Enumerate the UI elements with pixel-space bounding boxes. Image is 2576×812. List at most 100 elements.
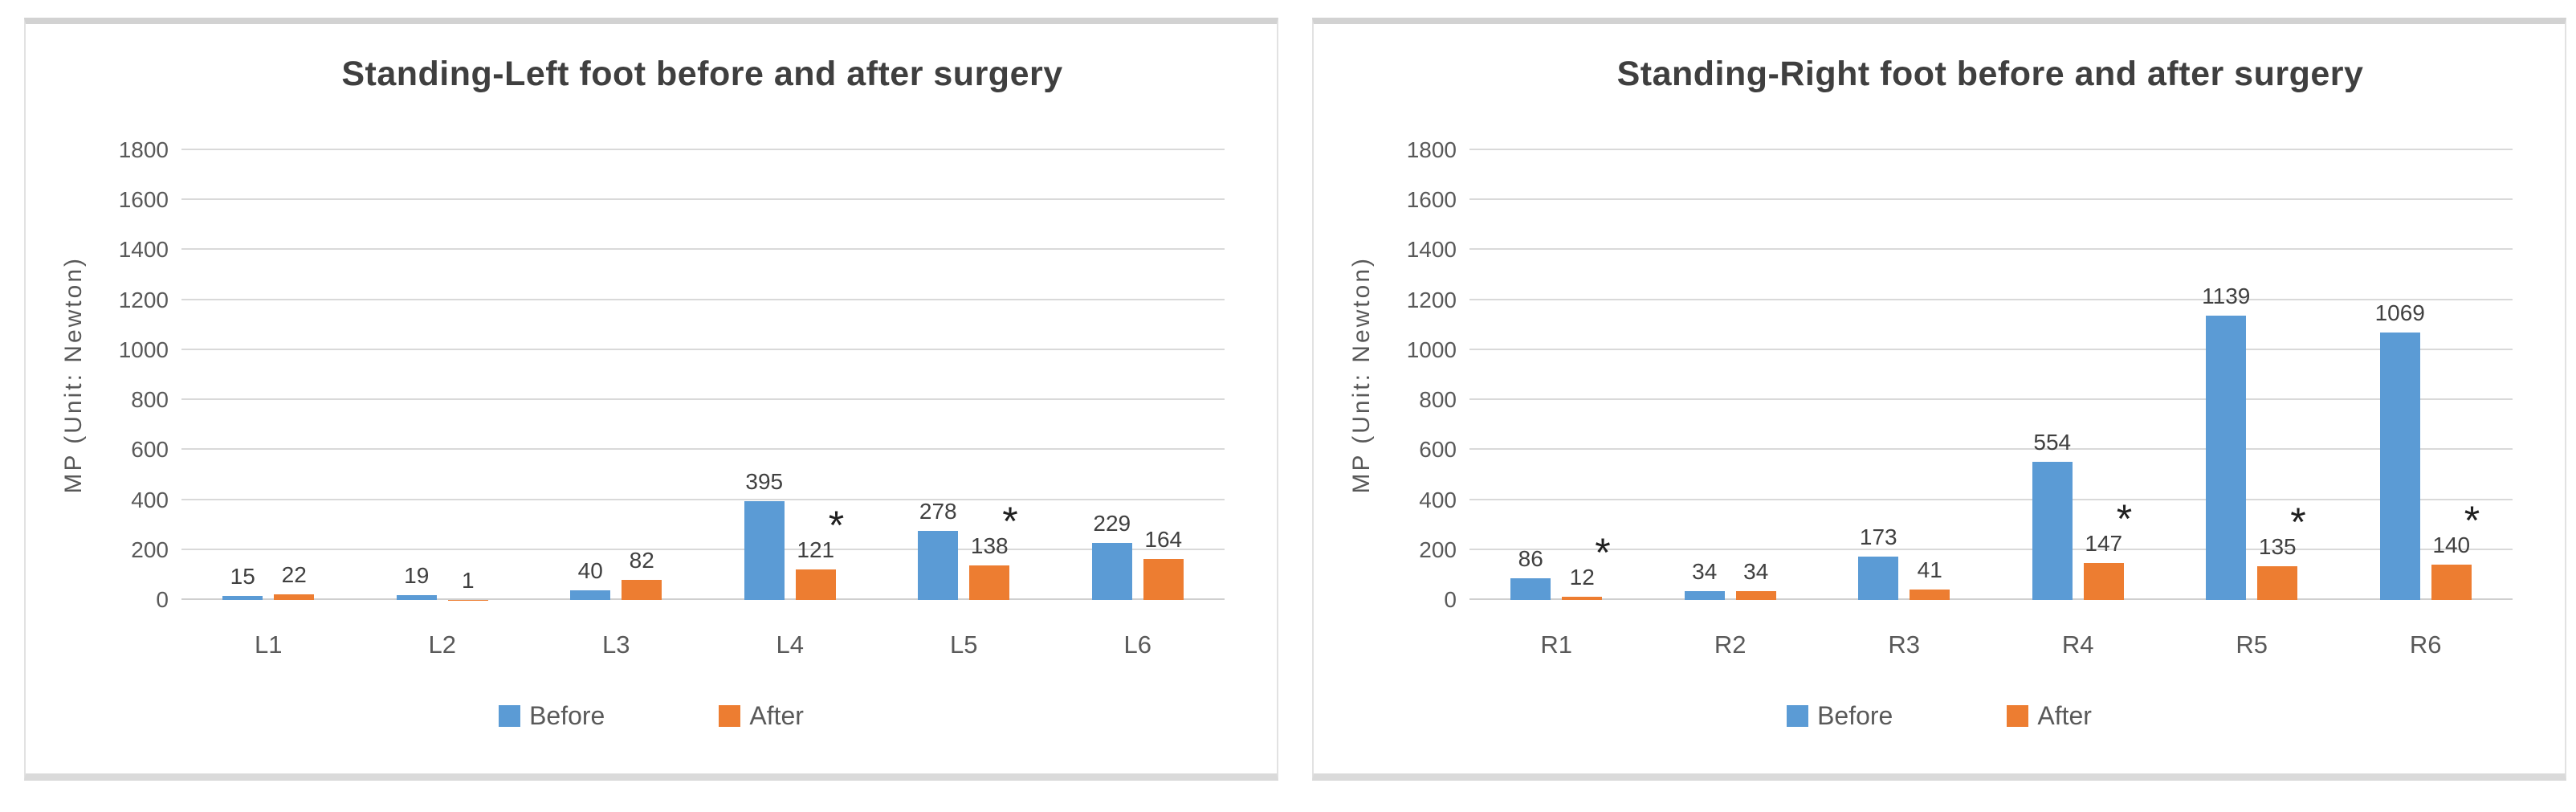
y-tick-label: 600	[131, 437, 169, 463]
legend-label-before: Before	[529, 701, 605, 730]
before-bar-l3	[570, 590, 611, 600]
gridline	[181, 598, 1225, 600]
chart-title: Standing-Left foot before and after surg…	[341, 55, 1063, 93]
chart-panel-right-foot: Standing-Right foot before and after sur…	[1312, 18, 2566, 781]
after-value-label-l5: 138	[970, 533, 1009, 559]
x-axis-label-r6: R6	[2409, 630, 2442, 659]
before-bar-r3	[1858, 557, 1899, 600]
x-axis-label-l3: L3	[602, 630, 630, 659]
y-axis-title-text: MP (Unit: Newton)	[60, 256, 87, 494]
before-value-label-r2: 34	[1692, 559, 1718, 585]
after-value-label-r3: 41	[1917, 557, 1942, 583]
significance-marker-l5: *	[1002, 499, 1018, 545]
y-axis-title-text: MP (Unit: Newton)	[1348, 256, 1375, 494]
before-bar-r1	[1510, 578, 1551, 600]
x-axis-label-l2: L2	[428, 630, 456, 659]
before-value-label-r5: 1139	[2202, 283, 2251, 308]
figure: Standing-Left foot before and after surg…	[24, 18, 2566, 781]
after-bar-l4	[795, 569, 836, 600]
after-bar-r2	[1735, 591, 1776, 600]
bar-groups: 15 22 19 1 40 82 395 121 * 278 138 * 229 164	[181, 150, 1225, 600]
significance-marker-r1: *	[1595, 530, 1611, 576]
chart-panel-left-foot: Standing-Left foot before and after surg…	[24, 18, 1278, 781]
before-bar-r6	[2379, 333, 2420, 600]
gridline	[181, 298, 1225, 300]
before-value-label-l5: 278	[919, 498, 957, 524]
after-bar-r5	[2257, 566, 2298, 600]
x-axis-label-l5: L5	[950, 630, 978, 659]
significance-marker-r5: *	[2290, 500, 2306, 545]
before-bar-l5	[918, 530, 959, 600]
before-value-label-l3: 40	[577, 557, 603, 583]
gridline	[1469, 448, 2513, 451]
category-group-r6: 1069 140 *	[2339, 150, 2513, 600]
legend-swatch-after	[2007, 705, 2029, 727]
after-value-label-l3: 82	[629, 547, 654, 573]
category-group-r2: 34 34	[1644, 150, 1818, 600]
category-group-l5: 278 138 *	[877, 150, 1051, 600]
category-group-r4: 554 147 *	[1991, 150, 2166, 600]
x-axis-label-r2: R2	[1714, 630, 1747, 659]
before-bar-r2	[1684, 591, 1725, 600]
category-group-r5: 1139 135 *	[2165, 150, 2339, 600]
y-tick-label: 1000	[1406, 337, 1457, 362]
y-tick-label: 200	[131, 537, 169, 562]
category-group-l1: 15 22	[181, 150, 356, 600]
before-bar-l2	[396, 595, 437, 600]
category-group-r3: 173 41	[1817, 150, 1991, 600]
after-bar-r3	[1910, 590, 1950, 600]
gridline	[181, 448, 1225, 451]
y-tick-label: 1800	[1406, 137, 1457, 162]
after-value-label-l4: 121	[797, 537, 835, 563]
y-tick-label: 0	[1444, 587, 1457, 612]
category-group-l2: 19 1	[356, 150, 530, 600]
gridline	[1469, 498, 2513, 500]
before-value-label-l1: 15	[230, 564, 255, 590]
legend-swatch-before	[1787, 705, 1809, 727]
significance-marker-l4: *	[828, 503, 845, 549]
before-value-label-l2: 19	[404, 563, 430, 589]
x-axis-label-r3: R3	[1888, 630, 1921, 659]
legend-label-after: After	[2037, 701, 2092, 730]
plot-area: 86 12 * 34 34 173 41 554 147 * 1139 135 * 1069 140 *	[1469, 149, 2513, 600]
y-tick-label: 400	[131, 487, 169, 512]
after-value-label-l1: 22	[281, 562, 307, 588]
chart-body: MP (Unit: Newton) 0 200 400 600 800 1000 1200 14…	[26, 137, 1277, 612]
before-value-label-r6: 1069	[2374, 300, 2425, 326]
gridline	[181, 398, 1225, 401]
y-tick-label: 1800	[118, 137, 169, 162]
after-bar-l6	[1143, 558, 1184, 600]
category-group-l4: 395 121 *	[703, 150, 878, 600]
before-bar-l4	[744, 501, 785, 600]
gridline	[181, 548, 1225, 550]
after-value-label-r2: 34	[1743, 559, 1769, 585]
y-axis-title: MP (Unit: Newton)	[48, 150, 100, 600]
y-tick-label: 200	[1419, 537, 1457, 562]
after-bar-r1	[1562, 597, 1603, 600]
gridline	[1469, 248, 2513, 251]
gridline	[181, 498, 1225, 500]
gridline	[1469, 398, 2513, 401]
after-bar-r4	[2083, 563, 2124, 600]
y-tick-label: 0	[156, 587, 169, 612]
y-tick-label: 1400	[1406, 237, 1457, 263]
before-value-label-r4: 554	[2033, 429, 2072, 455]
y-tick-label: 800	[1419, 387, 1457, 413]
gridline	[181, 348, 1225, 350]
before-value-label-l4: 395	[745, 469, 784, 495]
y-tick-label: 1200	[1406, 287, 1457, 312]
after-value-label-r1: 12	[1569, 565, 1595, 590]
before-bar-r4	[2032, 461, 2073, 600]
legend-item-before: Before	[499, 701, 605, 731]
legend-item-after: After	[2007, 701, 2092, 731]
legend: Before After	[26, 701, 1277, 731]
legend: Before After	[1314, 701, 2565, 731]
after-value-label-r4: 147	[2085, 531, 2123, 557]
gridline	[1469, 198, 2513, 201]
y-tick-label: 1600	[118, 187, 169, 213]
y-tick-label: 1000	[118, 337, 169, 362]
gridline	[181, 149, 1225, 150]
after-bar-l3	[622, 579, 662, 600]
after-bar-r6	[2431, 565, 2472, 600]
legend-label-before: Before	[1817, 701, 1893, 730]
